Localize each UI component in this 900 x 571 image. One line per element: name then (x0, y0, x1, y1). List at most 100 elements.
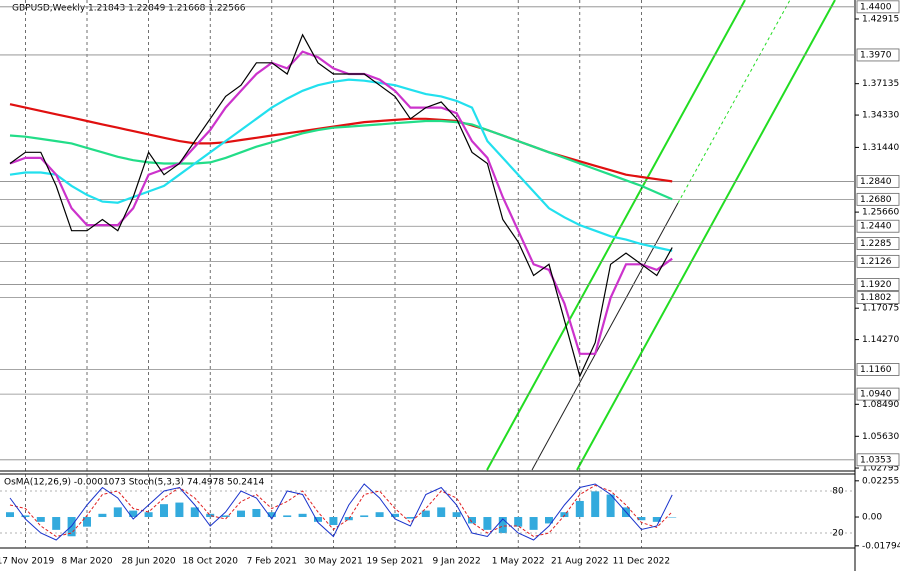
level-label: 1.2680 (860, 195, 892, 205)
osma-bar (175, 502, 184, 518)
level-label: 1.2840 (860, 177, 892, 187)
osma-bar (468, 517, 476, 524)
chart-title: GBPUSD,Weekly 1.21843 1.22849 1.21668 1.… (12, 4, 246, 14)
osma-bar (237, 510, 245, 518)
level-box (856, 387, 900, 401)
channel-mid-ext (677, 0, 791, 204)
x-tick-label: 1 May 2022 (492, 557, 545, 567)
y-tick-label: 1.14270 (862, 335, 899, 345)
osma-bar (652, 517, 661, 522)
osma-bar (52, 517, 61, 530)
osma-bar (452, 512, 461, 518)
level-box (856, 175, 900, 188)
level-label: 1.1802 (860, 293, 892, 303)
osma-bar (360, 515, 369, 518)
series-line (9, 33, 673, 378)
osma-bar (314, 517, 322, 522)
level-label: 1.1920 (860, 280, 892, 290)
osma-bar (591, 491, 600, 518)
level-box (856, 278, 900, 291)
level-label: 1.1160 (860, 365, 892, 375)
stoch-main (9, 483, 673, 541)
y-tick-label: 1.08490 (862, 400, 899, 410)
x-tick-label: 8 Mar 2020 (61, 557, 113, 567)
osma-bar (329, 517, 338, 526)
x-tick-label: 9 Jan 2022 (432, 557, 480, 567)
osma-bar (483, 517, 492, 530)
stoch-tick-label: 20 (832, 529, 844, 539)
level-box (856, 291, 900, 305)
level-label: 1.0940 (860, 390, 892, 400)
stoch-tick-label: 80 (832, 487, 844, 497)
series-line (9, 50, 673, 355)
y-tick-label: 1.17075 (862, 304, 899, 314)
x-tick-label: 28 Jun 2020 (122, 557, 176, 567)
osma-bar (252, 508, 261, 518)
osma-tick-label: 0.00 (862, 513, 882, 523)
level-label: 1.3970 (860, 50, 892, 60)
osma-bar (575, 500, 584, 518)
x-tick-label: 17 Nov 2019 (0, 557, 54, 567)
osma-bar (298, 513, 307, 518)
osma-bar (283, 515, 292, 518)
level-label: 1.4400 (860, 2, 892, 12)
osma-bar (206, 513, 215, 518)
osma-bar (668, 517, 677, 518)
level-label: 1.2285 (860, 239, 892, 249)
osma-bar (21, 515, 30, 518)
osma-bar (406, 517, 415, 519)
osma-tick-label: 0.0225523 (862, 476, 900, 486)
level-label: 1.2126 (860, 257, 892, 267)
osma-bar (344, 517, 353, 521)
series-line (9, 78, 673, 252)
osma-bar (391, 513, 399, 518)
osma-bar (637, 517, 646, 521)
osma-tick-label: -0.0179487 (862, 541, 900, 551)
x-tick-label: 7 Feb 2021 (247, 557, 297, 567)
series-line (9, 119, 673, 201)
osma-bar (267, 512, 276, 518)
osma-bar (606, 494, 615, 518)
osma-bar (437, 507, 446, 518)
osma-bar (529, 517, 538, 530)
channels (486, 0, 836, 471)
osma-bar (514, 517, 523, 527)
level-box (856, 363, 900, 376)
osma-bar (83, 517, 91, 527)
osma-bar (190, 507, 199, 518)
level-box (856, 0, 900, 14)
channel-lower (576, 0, 836, 471)
level-label: 1.2440 (860, 222, 892, 232)
y-tick-label: 1.05630 (862, 432, 899, 442)
osma-bar (560, 512, 569, 518)
osma-bar (129, 510, 138, 518)
y-tick-label: 1.34330 (862, 111, 899, 121)
y-tick-label: 1.42915 (862, 14, 899, 24)
stoch-signal (9, 484, 673, 538)
osma-bar (36, 517, 45, 522)
indicator-title: OsMA(12,26,9) -0.0001073 Stoch(5,3,3) 74… (4, 478, 264, 488)
x-tick-label: 21 Aug 2022 (551, 557, 609, 567)
osma-bar (221, 515, 230, 518)
x-tick-label: 30 May 2021 (304, 557, 363, 567)
osma-bar (113, 507, 122, 518)
osma-bar (6, 512, 14, 518)
osma-bar (421, 510, 430, 518)
osma-bar (144, 512, 153, 518)
x-tick-label: 19 Sep 2021 (366, 557, 423, 567)
y-tick-label: 1.02795 (862, 464, 899, 474)
level-box (856, 192, 900, 206)
osma-bar (498, 517, 507, 534)
channel-upper (486, 0, 746, 471)
level-box (856, 254, 900, 268)
osma-bar (160, 504, 168, 518)
y-tick-label: 1.25660 (862, 208, 899, 218)
level-box (856, 237, 900, 250)
x-tick-label: 11 Dec 2022 (613, 557, 671, 567)
y-tick-label: 1.31440 (862, 143, 899, 153)
level-box (856, 453, 900, 467)
osma-bar (545, 517, 553, 524)
level-box (856, 219, 900, 233)
